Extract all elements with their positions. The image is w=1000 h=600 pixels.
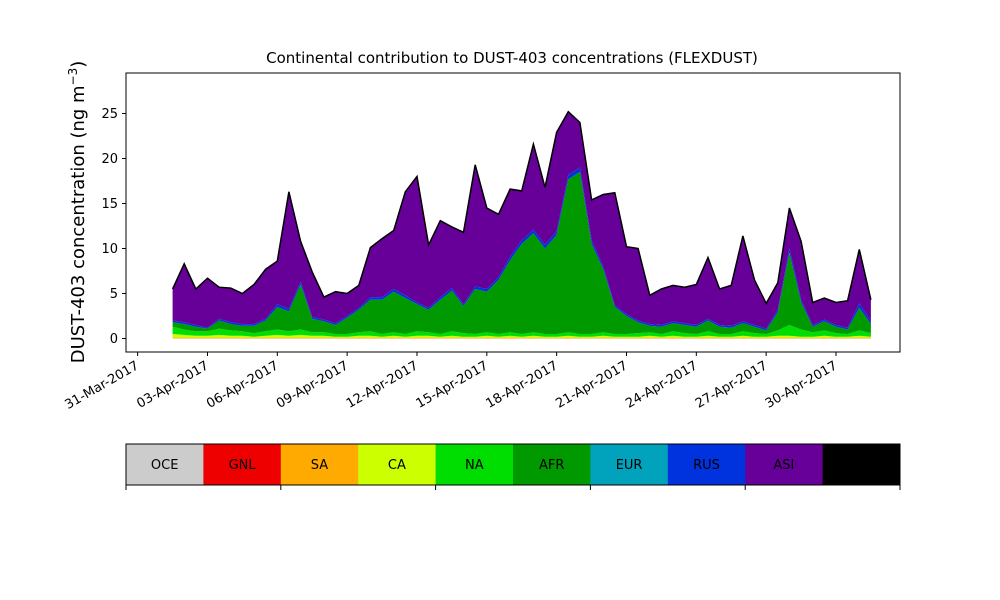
legend-swatch-rus xyxy=(667,444,746,485)
legend-swatch-oce xyxy=(126,444,204,485)
legend-swatch-afr xyxy=(513,444,591,485)
y-tick-label: 10 xyxy=(101,242,118,257)
legend-swatch-na xyxy=(435,444,514,485)
chart-title: Continental contribution to DUST-403 con… xyxy=(266,49,758,67)
area-series-ca xyxy=(172,334,871,338)
area-series-na xyxy=(172,325,871,337)
y-tick-label: 20 xyxy=(101,152,118,167)
legend-label-rus: RUS xyxy=(693,458,720,473)
legend-label-asi: ASI xyxy=(773,458,794,473)
y-tick-label: 25 xyxy=(101,107,118,122)
legend-label-oce: OCE xyxy=(151,458,179,473)
legend-label-ca: CA xyxy=(388,458,406,473)
legend-colorbar: OCE GNL SA CA NA AFR EUR RUS ASI AUS xyxy=(125,443,901,490)
legend-swatch-eur xyxy=(590,444,669,485)
area-series-sa xyxy=(172,337,871,339)
y-tick-label: 0 xyxy=(110,332,118,347)
plot-frame xyxy=(125,72,901,353)
legend-label-aus: AUS xyxy=(848,458,875,473)
y-tick-label: 15 xyxy=(101,197,118,212)
y-axis-label: DUST-403 concentration (ng m−3) xyxy=(66,61,89,364)
legend-frame xyxy=(125,443,901,486)
legend-label-afr: AFR xyxy=(539,458,564,473)
total-concentration-line xyxy=(171,110,872,306)
legend-swatch-ca xyxy=(358,444,437,485)
legend-swatch-asi xyxy=(745,444,824,485)
legend-swatch-gnl xyxy=(203,444,282,485)
legend-label-sa: SA xyxy=(311,458,328,473)
y-axis-label-close: ) xyxy=(68,61,89,68)
legend-label-na: NA xyxy=(465,458,484,473)
legend-swatch-sa xyxy=(280,444,359,485)
legend-label-gnl: GNL xyxy=(229,458,257,473)
area-series-asi xyxy=(172,111,871,329)
legend-swatch-aus xyxy=(822,444,901,485)
y-axis-label-superscript: −3 xyxy=(66,68,80,86)
legend-label-eur: EUR xyxy=(616,458,643,473)
y-tick-label: 5 xyxy=(110,287,118,302)
area-series-afr xyxy=(172,172,871,334)
